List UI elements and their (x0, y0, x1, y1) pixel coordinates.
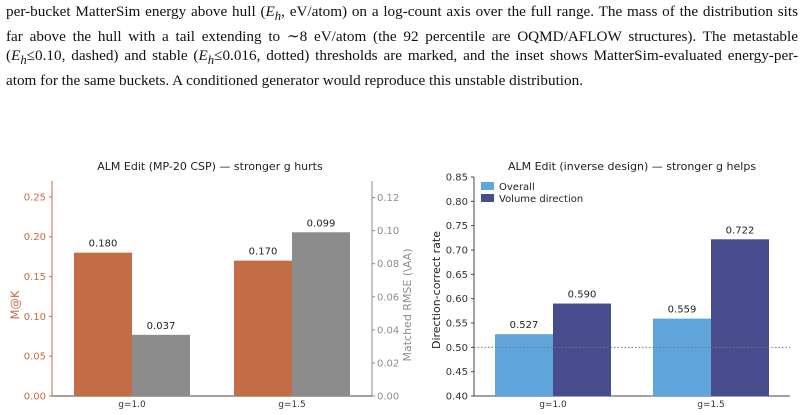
bar (711, 239, 769, 396)
y-tick-label-right: 0.12 (377, 193, 399, 204)
bar (74, 252, 132, 396)
figure: ALM Edit (MP-20 CSP) — stronger g hurts … (8, 160, 790, 410)
y-tick-label-right: 0.08 (377, 259, 399, 270)
y-tick-label: 0.75 (446, 221, 468, 232)
chart-mp20-csp: ALM Edit (MP-20 CSP) — stronger g hurts … (8, 160, 414, 410)
chart-title: ALM Edit (inverse design) — stronger g h… (508, 160, 756, 173)
y-tick-label: 0.85 (446, 173, 468, 184)
y-tick-label: 0.50 (446, 343, 468, 354)
y-tick-label: 0.55 (446, 319, 468, 330)
y-tick-label-left: 0.10 (24, 312, 46, 323)
legend-swatch (481, 182, 494, 190)
y-tick-label-right: 0.06 (377, 292, 399, 303)
bar-value-label: 0.559 (668, 305, 697, 316)
y-tick-label-left: 0.15 (24, 272, 46, 283)
y-tick-label-left: 0.05 (24, 352, 46, 363)
bar (553, 303, 611, 396)
bar-value-label: 0.180 (89, 239, 118, 250)
bar-value-label: 0.590 (568, 290, 597, 301)
y-axis-label-left: M@K (8, 290, 22, 319)
caption-text: per-bucket MatterSim energy above hull (… (6, 3, 798, 89)
legend-label: Volume direction (499, 194, 583, 205)
chart-title: ALM Edit (MP-20 CSP) — stronger g hurts (97, 160, 323, 173)
y-tick-label: 0.70 (446, 246, 468, 257)
bar-value-label: 0.722 (726, 225, 755, 236)
y-tick-label: 0.60 (446, 294, 468, 305)
bar (495, 334, 553, 396)
legend-label: Overall (499, 182, 535, 193)
bar (132, 334, 190, 396)
y-tick-label: 0.80 (446, 197, 468, 208)
chart-inverse-design: ALM Edit (inverse design) — stronger g h… (430, 160, 790, 410)
legend-swatch (481, 194, 494, 202)
y-tick-label-right: 0.02 (377, 358, 399, 369)
y-tick-label-right: 0.00 (377, 392, 399, 403)
bar-value-label: 0.037 (147, 321, 176, 332)
y-tick-label-left: 0.20 (24, 232, 46, 243)
y-axis-label-right: Matched RMSE (\AA) (401, 248, 414, 361)
bar-value-label: 0.527 (510, 320, 539, 331)
y-tick-label: 0.40 (446, 392, 468, 403)
y-tick-label: 0.65 (446, 270, 468, 281)
bar-value-label: 0.170 (249, 247, 278, 258)
y-tick-label-right: 0.04 (377, 325, 399, 336)
figure-caption: per-bucket MatterSim energy above hull (… (6, 2, 798, 90)
bar (234, 260, 292, 396)
y-tick-label: 0.45 (446, 367, 468, 378)
y-tick-label-right: 0.10 (377, 226, 399, 237)
bar-value-label: 0.099 (307, 218, 336, 229)
x-tick-label: g=1.5 (697, 400, 725, 410)
x-tick-label: g=1.0 (118, 400, 146, 410)
bar (292, 232, 350, 396)
y-tick-label-left: 0.25 (24, 192, 46, 203)
y-tick-label-left: 0.00 (24, 392, 46, 403)
x-tick-label: g=1.5 (278, 400, 306, 410)
bar (653, 318, 711, 396)
y-axis-label: Direction-correct rate (430, 231, 443, 349)
x-tick-label: g=1.0 (539, 400, 567, 410)
